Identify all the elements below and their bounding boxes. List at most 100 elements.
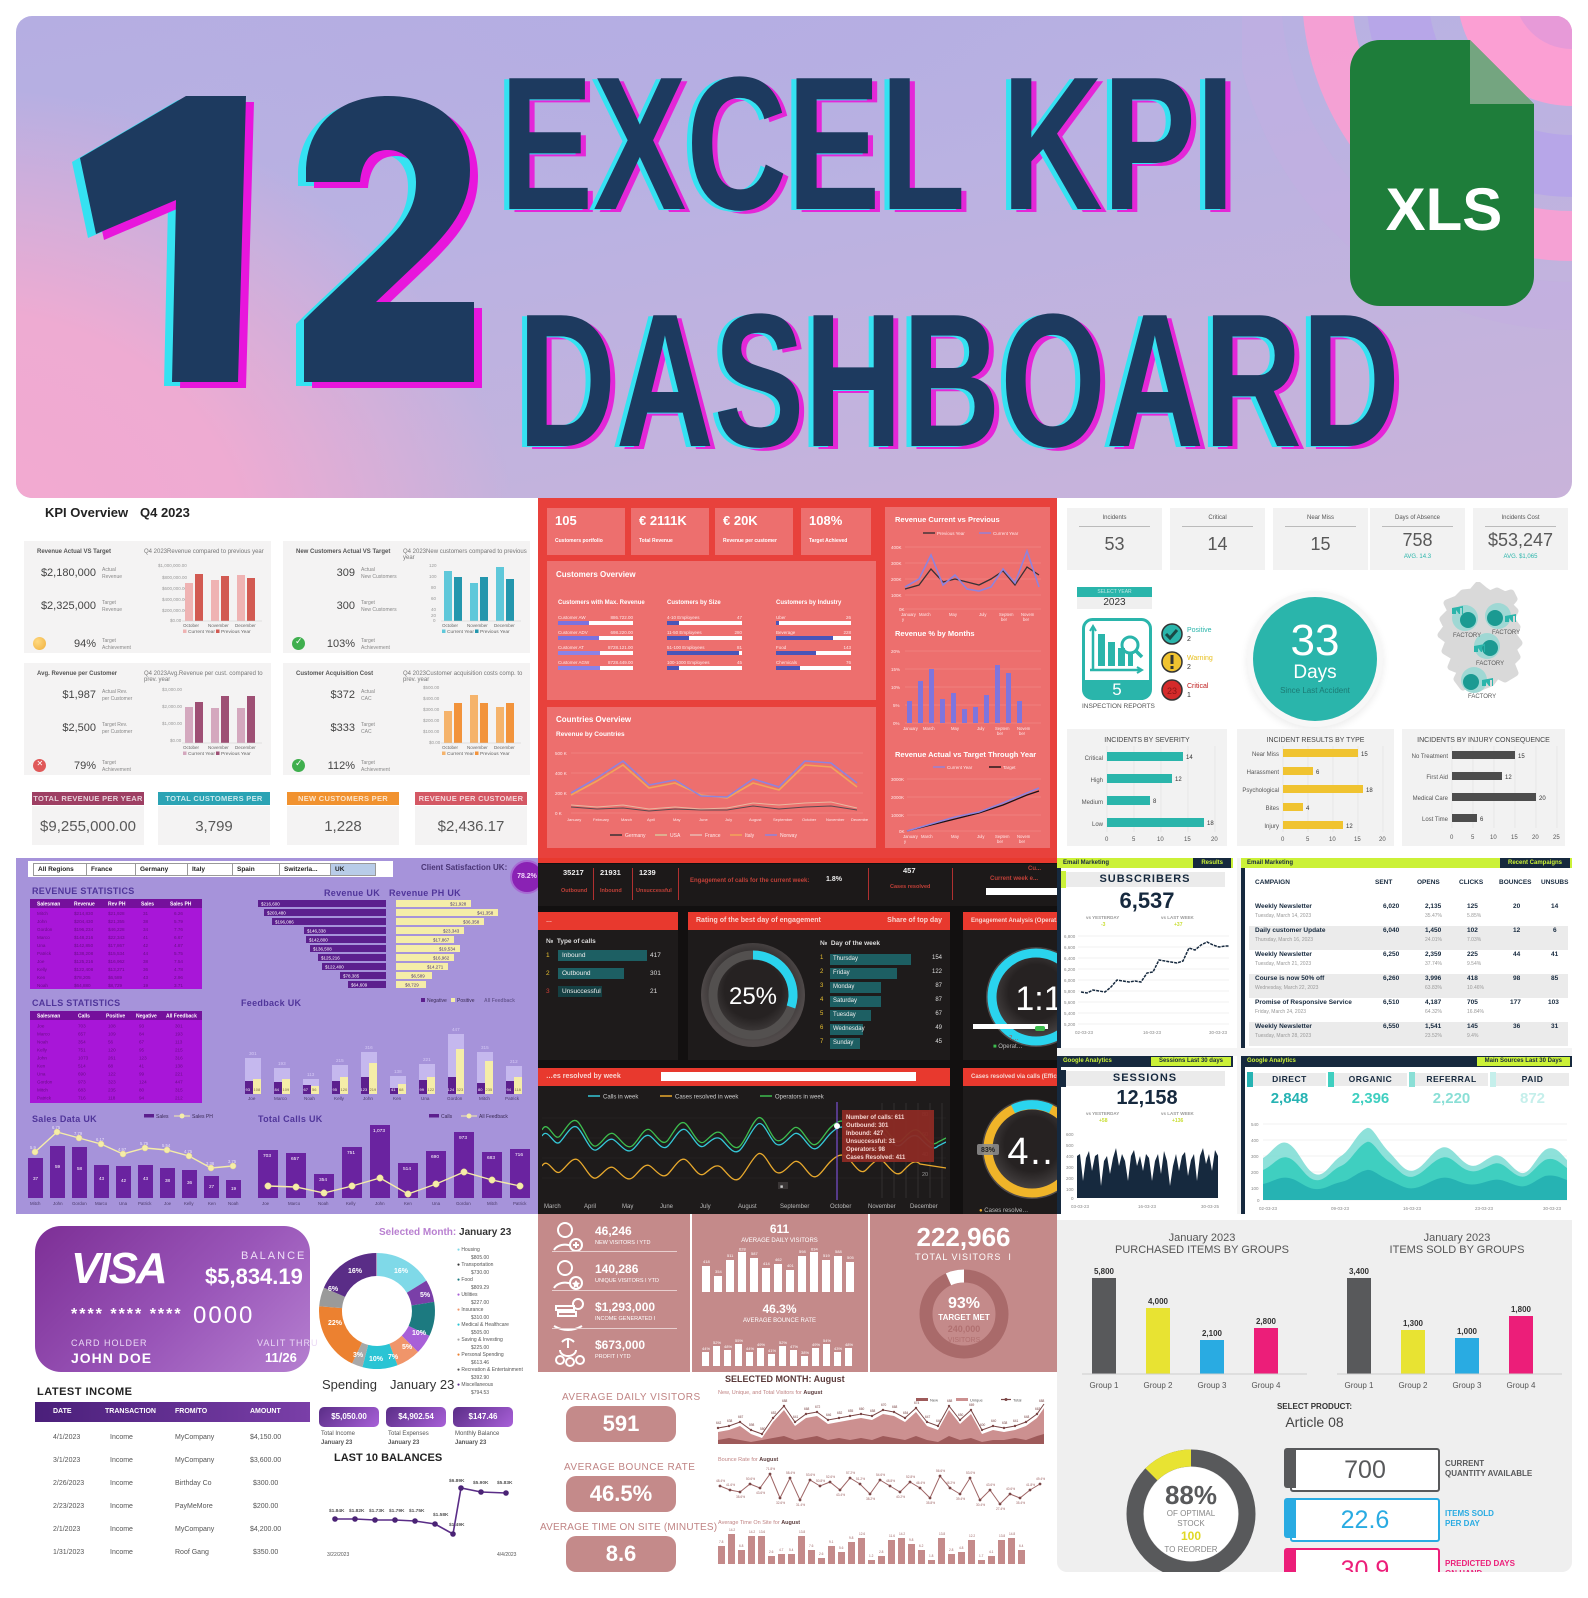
svg-text:January: January [903, 726, 919, 731]
svg-text:$800,000.00: $800,000.00 [162, 575, 188, 580]
svg-text:674: 674 [914, 1401, 920, 1405]
svg-text:225: 225 [1467, 951, 1478, 958]
svg-text:April: April [584, 1204, 596, 1210]
svg-text:14: 14 [1186, 755, 1193, 761]
svg-text:13.8: 13.8 [799, 1530, 805, 1534]
svg-text:95: 95 [139, 1048, 145, 1053]
svg-text:OPENS: OPENS [1417, 879, 1440, 886]
svg-text:4: 4 [1306, 806, 1310, 812]
svg-text:400K: 400K [891, 545, 902, 550]
svg-text:716: 716 [78, 1096, 86, 1101]
svg-text:52%: 52% [779, 1340, 787, 1345]
svg-text:Kelly: Kelly [334, 1096, 345, 1101]
svg-text:4/4/2023: 4/4/2023 [497, 1552, 517, 1558]
svg-text:60: 60 [431, 596, 437, 601]
svg-text:$2,000.00: $2,000.00 [162, 704, 183, 709]
svg-text:587: 587 [751, 1251, 758, 1256]
svg-text:93: 93 [139, 1024, 145, 1029]
svg-text:100: 100 [429, 574, 437, 579]
svg-text:20: 20 [1211, 837, 1218, 843]
svg-text:Psychological: Psychological [1242, 788, 1279, 794]
svg-text:Unsuccessful: 31: Unsuccessful: 31 [846, 1139, 896, 1145]
svg-text:Patrick: Patrick [138, 1201, 152, 1206]
svg-text:48.4%: 48.4% [716, 1479, 725, 1483]
svg-text:Current Year: Current Year [447, 629, 474, 633]
svg-text:Beverage: Beverage [776, 630, 796, 635]
svg-text:12.2: 12.2 [969, 1534, 975, 1538]
svg-text:Calls: Calls [441, 1114, 453, 1120]
svg-text:SENT: SENT [1375, 879, 1392, 886]
svg-text:Near Miss: Near Miss [1252, 752, 1279, 758]
svg-text:Current Year: Current Year [188, 751, 215, 755]
svg-text:43.6%: 43.6% [986, 1483, 995, 1487]
svg-text:418: 418 [703, 1259, 710, 1264]
svg-text:Calls in week: Calls in week [603, 1095, 639, 1101]
svg-text:$1.73K: $1.73K [369, 1508, 385, 1514]
svg-text:0K: 0K [899, 607, 905, 612]
svg-text:Joe: Joe [164, 1201, 172, 1206]
svg-text:6: 6 [1553, 927, 1557, 934]
svg-text:December: December [494, 745, 515, 750]
svg-text:683: 683 [78, 1088, 86, 1093]
svg-text:16%: 16% [394, 1268, 409, 1275]
svg-text:1,300: 1,300 [1403, 1319, 1424, 1328]
svg-text:14.2: 14.2 [899, 1532, 905, 1536]
svg-text:October: October [442, 623, 459, 628]
svg-text:13.8: 13.8 [999, 1534, 1005, 1538]
svg-text:177: 177 [1510, 999, 1521, 1006]
svg-text:500 K: 500 K [555, 751, 567, 756]
svg-text:7.79: 7.79 [74, 1131, 83, 1136]
svg-text:June: June [699, 817, 708, 822]
svg-text:Critical: Critical [1085, 756, 1103, 762]
svg-text:648: 648 [1024, 1415, 1030, 1419]
svg-text:514: 514 [78, 1064, 86, 1069]
svg-text:France: France [705, 833, 721, 839]
svg-text:143: 143 [843, 645, 851, 650]
svg-text:9.8: 9.8 [849, 1536, 854, 1540]
svg-text:$1.58K: $1.58K [433, 1512, 449, 1518]
svg-text:$142,800: $142,800 [309, 938, 328, 943]
svg-text:Germany: Germany [625, 833, 646, 839]
svg-text:August: August [738, 1204, 757, 1210]
svg-text:2.6: 2.6 [819, 1552, 824, 1556]
svg-text:0: 0 [1105, 837, 1109, 843]
svg-text:Septem: Septem [995, 726, 1010, 731]
svg-text:100K: 100K [891, 593, 902, 598]
svg-text:$16,962: $16,962 [433, 956, 450, 961]
svg-text:414: 414 [763, 1261, 770, 1266]
svg-text:October: October [802, 817, 817, 822]
svg-text:51.2%: 51.2% [856, 1477, 865, 1481]
svg-text:Marco: Marco [95, 1201, 108, 1206]
svg-text:$21,928: $21,928 [450, 902, 467, 907]
svg-text:100-1000 Employees: 100-1000 Employees [667, 660, 710, 665]
svg-text:y: y [904, 839, 907, 844]
svg-text:108: 108 [254, 1087, 261, 1092]
svg-text:$196,086: $196,086 [275, 920, 294, 925]
svg-text:43: 43 [143, 1176, 149, 1181]
svg-text:June: June [660, 1204, 674, 1210]
svg-text:Medical Care: Medical Care [1413, 796, 1449, 802]
svg-text:Noah: Noah [228, 1201, 239, 1206]
svg-text:3.75: 3.75 [228, 1159, 237, 1164]
svg-text:703: 703 [263, 1153, 271, 1159]
svg-text:668: 668 [804, 1407, 810, 1411]
svg-text:68: 68 [108, 1064, 114, 1069]
svg-text:751: 751 [78, 1048, 86, 1053]
svg-text:221: 221 [423, 1057, 431, 1062]
svg-text:FACTORY: FACTORY [1492, 630, 1520, 636]
svg-text:660: 660 [859, 1407, 865, 1411]
svg-text:Marco: Marco [274, 1096, 287, 1101]
svg-text:02-03-23: 02-03-23 [1259, 1206, 1278, 1211]
svg-text:Total: Total [1013, 1398, 1022, 1403]
svg-text:First Aid: First Aid [1426, 775, 1448, 781]
svg-text:Medium: Medium [1082, 800, 1103, 806]
svg-text:600: 600 [980, 1423, 986, 1427]
svg-text:5,400: 5,400 [1064, 1011, 1076, 1016]
svg-text:2,800: 2,800 [1256, 1317, 1277, 1326]
svg-text:42: 42 [143, 943, 149, 948]
svg-text:23-03-23: 23-03-23 [1475, 1206, 1494, 1211]
svg-text:51-100 Employees: 51-100 Employees [667, 645, 705, 650]
svg-text:1.8: 1.8 [929, 1554, 934, 1558]
svg-text:20: 20 [431, 613, 437, 618]
svg-text:Rev PH: Rev PH [108, 902, 126, 908]
